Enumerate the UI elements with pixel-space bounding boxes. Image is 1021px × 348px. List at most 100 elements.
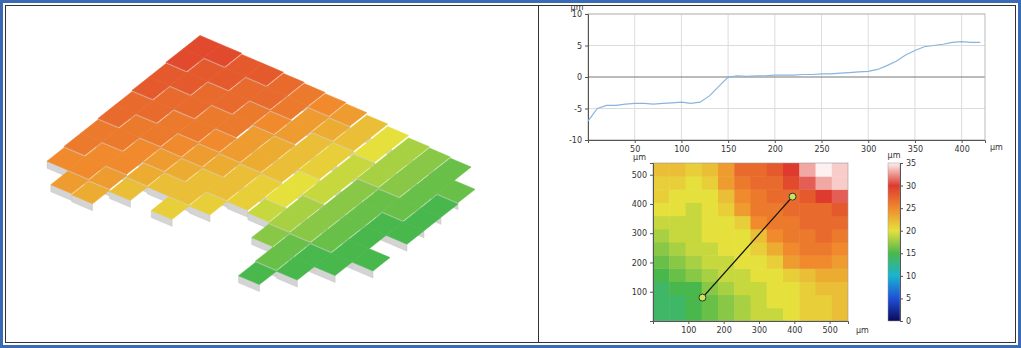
- heatmap-cell: [816, 308, 833, 321]
- profile-line: [588, 42, 980, 121]
- heatmap-cell: [734, 163, 751, 177]
- tick-label: 200: [632, 259, 647, 268]
- heatmap-cell: [686, 216, 703, 230]
- tick: 20: [900, 227, 916, 236]
- heatmap-cell: [783, 268, 800, 282]
- tick: 10: [900, 272, 916, 281]
- heatmap-cell: [653, 282, 670, 296]
- heatmap-cell: [653, 189, 670, 203]
- heatmap-cell: [734, 216, 751, 230]
- heatmap-cell: [799, 189, 816, 203]
- tick-label: 20: [906, 227, 916, 236]
- heatmap-cell: [816, 268, 833, 282]
- heatmap-cell: [669, 176, 686, 190]
- heatmap-cell: [767, 282, 784, 296]
- heatmap-cell: [783, 308, 800, 321]
- heatmap-cell: [799, 203, 816, 217]
- tick-mark: [759, 321, 760, 324]
- tick-mark: [724, 321, 725, 324]
- grid: [588, 14, 985, 140]
- heatmap-cell: [799, 308, 816, 321]
- profile-endpoint: [789, 193, 796, 200]
- heatmap-cell: [669, 295, 686, 309]
- heatmap-cell: [816, 203, 833, 217]
- heatmap-cell: [734, 229, 751, 243]
- heatmap-cell: [686, 229, 703, 243]
- heatmap-cell: [718, 189, 735, 203]
- tick-mark: [900, 321, 903, 322]
- grid-line: [588, 45, 985, 46]
- heatmap-cell: [702, 203, 719, 217]
- heatmap-cell: [816, 242, 833, 256]
- heatmap-cell: [734, 295, 751, 309]
- tick-mark: [900, 253, 903, 254]
- heatmap-cell: [816, 176, 833, 190]
- heatmap-cell: [783, 163, 800, 177]
- tick: 30: [900, 182, 916, 191]
- heatmap-cell: [799, 282, 816, 296]
- x-axis-title: µm: [856, 326, 869, 335]
- heatmap-cell: [718, 216, 735, 230]
- tick-label: 5: [577, 42, 582, 51]
- tick: 5: [577, 42, 588, 51]
- tick-mark: [775, 140, 776, 143]
- axis-line: [650, 164, 654, 322]
- heatmap-cell: [767, 229, 784, 243]
- heatmap-cell: [832, 189, 848, 203]
- tick-mark: [585, 109, 588, 110]
- tick-mark: [900, 276, 903, 277]
- heatmap-cell: [783, 242, 800, 256]
- heatmap-cell: [653, 308, 670, 321]
- axis-line: [589, 141, 986, 144]
- tick-label: 400: [955, 145, 970, 154]
- heatmap-cell: [832, 176, 848, 190]
- heatmap-cell: [686, 308, 703, 321]
- profile-path: [702, 197, 792, 298]
- heatmap-cell: [702, 176, 719, 190]
- tick: 35: [900, 159, 916, 168]
- tick: 200: [768, 140, 783, 154]
- tick-label: 5: [906, 294, 911, 303]
- heatmap-cell: [832, 295, 848, 309]
- heatmap-cell: [718, 163, 735, 177]
- axis-line: [901, 164, 904, 322]
- tick-label: 100: [632, 288, 647, 297]
- heatmap-cell: [751, 163, 768, 177]
- heatmap-cell: [686, 189, 703, 203]
- heatmap-cell: [751, 295, 768, 309]
- heatmap-cell: [767, 295, 784, 309]
- tick-mark: [868, 140, 869, 143]
- heatmap-cell: [767, 189, 784, 203]
- heatmap-cell: [832, 163, 848, 177]
- heatmap-cell: [653, 229, 670, 243]
- heatmap-cell: [669, 268, 686, 282]
- heatmap-cell: [702, 308, 719, 321]
- tick: 100: [674, 140, 689, 154]
- heatmap-cell: [751, 268, 768, 282]
- tick-label: 400: [632, 200, 647, 209]
- heatmap-cell: [816, 163, 833, 177]
- tick: 300: [861, 140, 876, 154]
- heatmap-cell: [718, 308, 735, 321]
- tick-mark: [635, 140, 636, 143]
- heatmap-cell: [718, 242, 735, 256]
- tick-mark: [650, 292, 653, 293]
- tick-mark: [900, 163, 903, 164]
- heatmap-cell: [734, 176, 751, 190]
- tick: 350: [908, 140, 923, 154]
- heatmap-cell: [783, 216, 800, 230]
- surface-cell: [72, 181, 110, 203]
- heatmap-cell: [783, 229, 800, 243]
- tick: 100: [632, 288, 653, 297]
- heatmap-cell: [799, 176, 816, 190]
- heatmap-cell: [734, 189, 751, 203]
- heatmap-cell: [832, 229, 848, 243]
- heatmap-cell: [653, 216, 670, 230]
- tick-mark: [822, 140, 823, 143]
- surface-cell: [314, 253, 352, 275]
- heatmap-cell: [686, 282, 703, 296]
- tick-mark: [900, 231, 903, 232]
- tick-label: 300: [752, 326, 767, 335]
- background: [0, 0, 1021, 348]
- surface-cell: [151, 197, 189, 219]
